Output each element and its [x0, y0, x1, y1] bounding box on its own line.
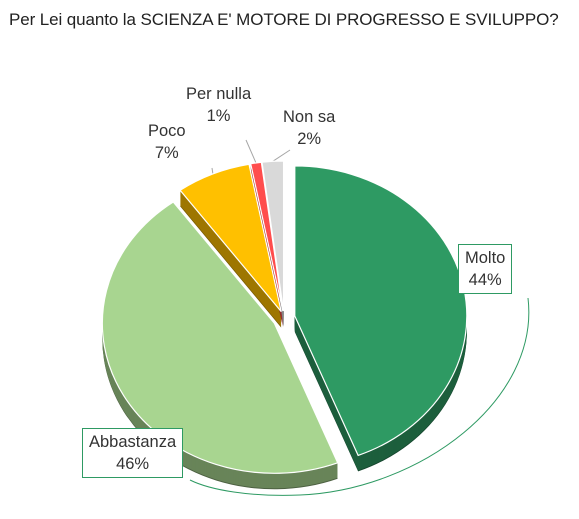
slice-label-per-nulla-name: Per nulla	[186, 85, 252, 103]
leader-line-per-nulla	[245, 139, 257, 164]
leader-line-non-sa	[272, 149, 291, 162]
pie-slice-abbastanza	[101, 201, 339, 474]
slice-label-molto-name: Molto	[465, 249, 506, 267]
pie-slice-poco	[179, 163, 282, 312]
leader-line-poco	[211, 167, 214, 174]
slice-label-per-nulla-value: 1%	[206, 107, 231, 125]
slice-label-non-sa-name: Non sa	[283, 108, 336, 126]
pie-slice-per-nulla	[249, 161, 284, 312]
pie-slices	[101, 160, 468, 474]
leader-lines	[189, 139, 530, 496]
slice-label-poco-value: 7%	[154, 144, 179, 162]
slice-label-abbastanza: Abbastanza 46%	[82, 428, 184, 478]
slice-label-box-molto: Molto 44%	[458, 244, 513, 294]
slice-label-box-abbastanza: Abbastanza 46%	[82, 428, 184, 478]
leader-line-molto	[189, 297, 530, 496]
slice-label-abbastanza-value: 46%	[116, 455, 150, 473]
slice-label-molto: Molto 44%	[458, 244, 513, 294]
slice-label-molto-value: 44%	[468, 271, 502, 289]
pie-slice-non-sa	[261, 160, 285, 312]
slice-label-non-sa-value: 2%	[297, 130, 322, 148]
slice-label-abbastanza-name: Abbastanza	[89, 433, 177, 451]
slice-label-poco: Poco 7%	[148, 120, 186, 164]
slice-label-non-sa: Non sa 2%	[283, 106, 335, 150]
chart-title: Per Lei quanto la SCIENZA E' MOTORE DI P…	[9, 10, 559, 29]
slice-label-per-nulla: Per nulla 1%	[186, 83, 251, 127]
slice-label-poco-name: Poco	[148, 122, 186, 140]
pie-slice-molto	[294, 165, 468, 457]
